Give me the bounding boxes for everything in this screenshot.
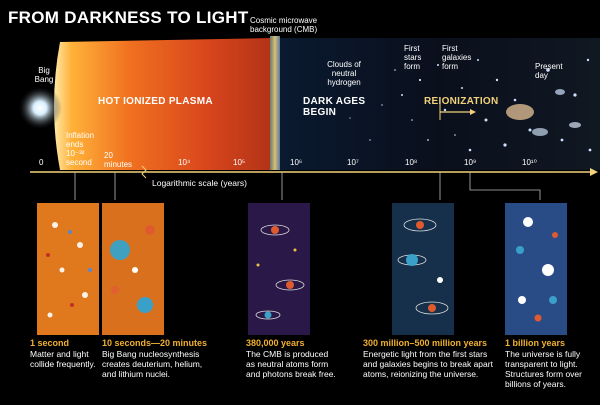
axis-tick: 10⁷: [347, 158, 359, 167]
panel-desc-1: Matter and light collide frequently.: [30, 349, 96, 369]
connector-line: [469, 172, 541, 200]
reionization-arrow-head: [470, 109, 476, 115]
label-twenty-min: 20 minutes: [104, 151, 133, 169]
label-present-day: Present day: [535, 62, 563, 80]
panel-desc-2: Big Bang nucleosynthesis creates deuteri…: [102, 349, 203, 379]
era-dark-ages: DARK AGES BEGIN: [303, 96, 366, 118]
cmb-band: [270, 36, 280, 170]
panel-title-1: 1 second: [30, 338, 70, 348]
label-first-stars: First stars form: [404, 44, 422, 71]
panel-art-3: [248, 203, 310, 335]
panel2-particles: [110, 225, 155, 313]
galaxy: [555, 89, 565, 95]
dark-region: [278, 38, 600, 170]
panel4-particles: [397, 218, 449, 315]
label-cmb: Cosmic microwave background (CMB): [250, 16, 318, 34]
panel3-particles: [255, 224, 305, 320]
axis-label: Logarithmic scale (years): [152, 178, 247, 188]
panel-title-3: 380,000 years: [246, 338, 305, 348]
star-field: [349, 58, 592, 152]
big-bang-glow: [18, 86, 62, 130]
panel-title-2: 10 seconds—20 minutes: [102, 338, 208, 348]
axis-tick: 10⁸: [405, 158, 418, 167]
panel5-particles: [516, 217, 558, 322]
label-clouds: Clouds of neutral hydrogen: [327, 60, 361, 87]
panel-desc-5: The universe is fully transparent to lig…: [505, 349, 582, 389]
panel-desc-4: Energetic light from the first stars and…: [363, 349, 493, 379]
panel-desc-3: The CMB is produced as neutral atoms for…: [246, 349, 336, 379]
galaxy: [569, 122, 581, 128]
era-reionization: REIONIZATION: [424, 96, 499, 107]
axis-tick: 10⁶: [290, 158, 303, 167]
axis-tick: 0: [39, 158, 44, 167]
label-inflation: Inflation ends 10⁻³² second: [66, 131, 95, 167]
panel-art-5: [505, 203, 567, 335]
panel-title-4: 300 million–500 million years: [363, 338, 488, 348]
label-big-bang: Big Bang: [34, 66, 54, 84]
axis-tick: 10¹⁰: [522, 158, 537, 167]
axis-tick: 10⁹: [464, 158, 477, 167]
axis-tick: 10⁵: [233, 158, 246, 167]
panel1-particles: [46, 222, 92, 318]
panel-title-5: 1 billion years: [505, 338, 566, 348]
axis-arrow: [590, 168, 598, 176]
axis-break: [141, 165, 147, 179]
label-first-galaxies: First galaxies form: [442, 44, 472, 71]
axis-tick: 10⁴: [178, 158, 191, 167]
page-title: FROM DARKNESS TO LIGHT: [8, 8, 249, 27]
plasma-region: [54, 38, 272, 170]
galaxy: [532, 128, 548, 136]
era-plasma: HOT IONIZED PLASMA: [98, 96, 213, 107]
galaxy: [506, 104, 534, 120]
